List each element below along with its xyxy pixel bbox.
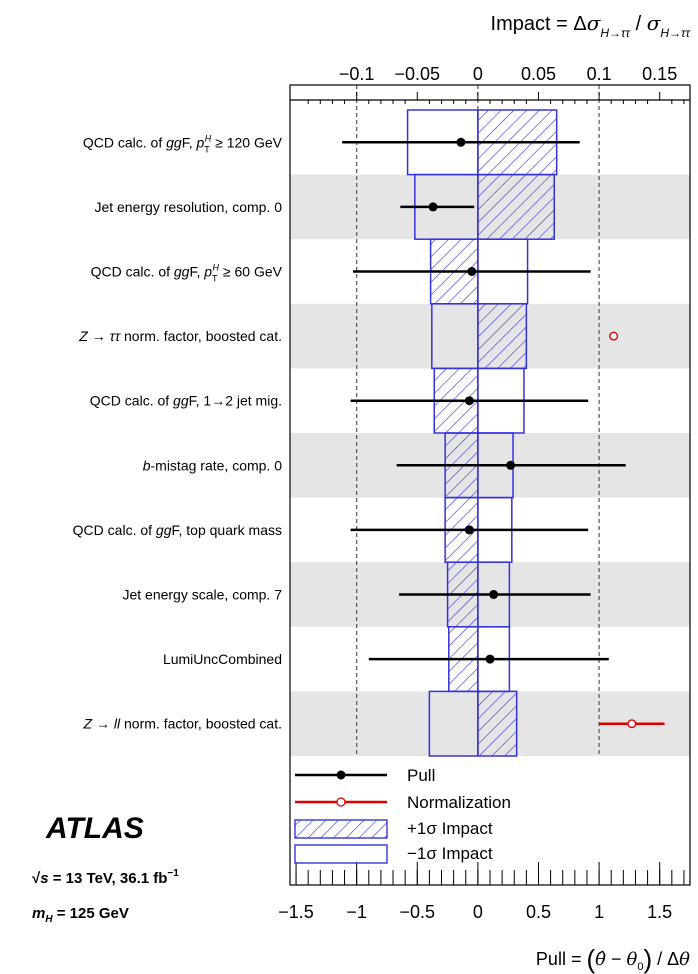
row-label: Jet energy scale, comp. 7 bbox=[122, 587, 282, 603]
row-label: LumiUncCombined bbox=[163, 651, 282, 667]
top-tick-label: 0.15 bbox=[642, 64, 677, 84]
legend-normalization: Normalization bbox=[295, 793, 511, 812]
bottom-tick-label: 1 bbox=[594, 902, 604, 922]
legend: Pull Normalization +1σ Impact −1σ Impact bbox=[294, 766, 511, 864]
bottom-tick-label: −0.5 bbox=[399, 902, 435, 922]
bottom-tick-label: 0.5 bbox=[526, 902, 551, 922]
norm-point bbox=[627, 719, 637, 729]
energy-label: √s = 13 TeV, 36.1 fb−1 bbox=[32, 868, 179, 887]
top-tick-label: −0.05 bbox=[394, 64, 440, 84]
row-label: b-mistag rate, comp. 0 bbox=[143, 457, 283, 473]
row-label: QCD calc. of ggF, pTH ≥ 60 GeV bbox=[91, 263, 283, 284]
atlas-label: ATLAS bbox=[45, 812, 144, 845]
bottom-tick-label: −1.5 bbox=[278, 902, 314, 922]
pull-point bbox=[464, 396, 474, 406]
legend-minus-impact-label: −1σ Impact bbox=[407, 844, 493, 863]
legend-minus-impact: −1σ Impact bbox=[294, 844, 493, 864]
impact-plus-box bbox=[477, 303, 528, 370]
legend-plus-impact: +1σ Impact bbox=[294, 819, 493, 839]
top-axis: −0.1 −0.05 0 0.05 0.1 0.15 bbox=[290, 64, 690, 104]
pull-point bbox=[456, 137, 466, 147]
row-label: Z → ττ norm. factor, boosted cat. bbox=[78, 328, 282, 344]
norm-point bbox=[609, 331, 619, 341]
pull-point bbox=[467, 267, 477, 276]
impact-plus-box bbox=[477, 173, 555, 240]
bottom-tick-label: −1 bbox=[346, 902, 367, 922]
row-labels: QCD calc. of ggF, pTH ≥ 120 GeV Jet energ… bbox=[73, 133, 283, 731]
bottom-axis-label: Pull = (θ̂ − θ0) / Δθ bbox=[536, 944, 690, 974]
plot-frame bbox=[289, 84, 691, 886]
legend-pull: Pull bbox=[295, 766, 435, 785]
row-label: Z → ll norm. factor, boosted cat. bbox=[83, 716, 282, 732]
top-tick-label: 0.1 bbox=[587, 64, 612, 84]
row-label: QCD calc. of ggF, top quark mass bbox=[73, 522, 282, 538]
impact-word: Impact = Δ bbox=[491, 13, 587, 35]
legend-normalization-label: Normalization bbox=[407, 793, 511, 812]
pull-point bbox=[506, 460, 516, 470]
row-label: QCD calc. of ggF, pTH ≥ 120 GeV bbox=[83, 133, 283, 154]
impact-plus-box bbox=[477, 690, 518, 757]
top-axis-label: Impact = ΔσH→ττ / σH→ττ bbox=[491, 11, 692, 40]
bottom-axis: −1.5 −1 −0.5 0 0.5 1 1.5 bbox=[278, 862, 685, 922]
impact-boxes bbox=[406, 109, 558, 757]
pull-point bbox=[464, 525, 474, 535]
mass-label: mH = 125 GeV bbox=[32, 905, 129, 925]
pull-markers bbox=[342, 137, 665, 729]
bottom-tick-label: 1.5 bbox=[647, 902, 672, 922]
legend-plus-impact-label: +1σ Impact bbox=[407, 819, 493, 838]
top-tick-label: 0 bbox=[473, 64, 483, 84]
row-label: QCD calc. of ggF, 1→2 jet mig. bbox=[90, 393, 282, 409]
pull-point bbox=[485, 654, 495, 664]
row-label: Jet energy resolution, comp. 0 bbox=[94, 199, 282, 215]
pull-point bbox=[428, 202, 438, 212]
pull-point bbox=[489, 590, 499, 599]
bottom-tick-label: 0 bbox=[473, 902, 483, 922]
top-tick-label: −0.1 bbox=[339, 64, 375, 84]
legend-pull-label: Pull bbox=[407, 766, 435, 785]
top-tick-label: 0.05 bbox=[521, 64, 556, 84]
